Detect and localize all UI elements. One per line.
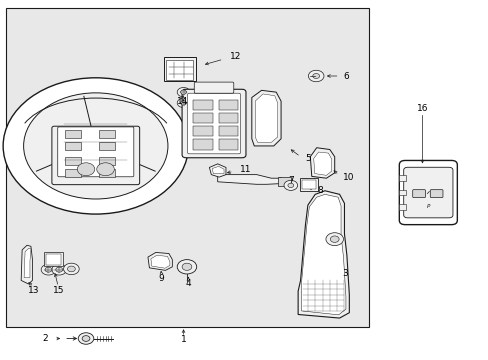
FancyBboxPatch shape <box>412 190 425 198</box>
Circle shape <box>23 93 167 199</box>
Circle shape <box>67 266 75 272</box>
FancyBboxPatch shape <box>403 167 452 218</box>
Circle shape <box>3 78 188 214</box>
Bar <box>399 190 406 195</box>
Bar <box>45 254 61 265</box>
Polygon shape <box>313 152 331 175</box>
Circle shape <box>182 263 191 270</box>
Bar <box>99 157 115 165</box>
Polygon shape <box>251 90 281 146</box>
Circle shape <box>41 264 56 275</box>
Polygon shape <box>298 191 348 318</box>
Bar <box>277 177 291 186</box>
Circle shape <box>63 263 79 275</box>
Circle shape <box>180 90 186 94</box>
Circle shape <box>308 70 324 82</box>
FancyBboxPatch shape <box>429 190 442 198</box>
Polygon shape <box>301 194 345 315</box>
Bar <box>218 100 238 110</box>
Bar <box>193 100 212 110</box>
Bar <box>43 252 63 266</box>
Polygon shape <box>151 255 169 268</box>
Bar <box>218 139 238 149</box>
Circle shape <box>56 267 62 272</box>
Text: 13: 13 <box>28 286 40 295</box>
Text: 14: 14 <box>177 97 188 106</box>
FancyBboxPatch shape <box>194 82 233 93</box>
Circle shape <box>78 333 94 344</box>
Circle shape <box>97 163 114 176</box>
Bar <box>65 169 81 177</box>
Circle shape <box>82 336 90 341</box>
Text: 6: 6 <box>343 72 348 81</box>
Text: 2: 2 <box>42 334 47 343</box>
Polygon shape <box>24 248 31 278</box>
Circle shape <box>312 73 319 78</box>
FancyBboxPatch shape <box>163 57 195 81</box>
Polygon shape <box>209 164 225 177</box>
FancyBboxPatch shape <box>399 161 456 225</box>
Text: 15: 15 <box>52 286 64 295</box>
Circle shape <box>177 260 196 274</box>
Circle shape <box>330 236 338 242</box>
Polygon shape <box>21 245 32 284</box>
Bar <box>301 180 316 189</box>
Polygon shape <box>255 94 277 142</box>
Circle shape <box>325 233 343 246</box>
Bar <box>299 178 318 191</box>
Text: 7: 7 <box>288 176 294 185</box>
Text: 8: 8 <box>317 185 322 194</box>
Text: 10: 10 <box>342 173 354 182</box>
Circle shape <box>284 180 297 190</box>
Bar <box>166 60 193 80</box>
Text: 1: 1 <box>180 335 186 344</box>
Bar <box>5 8 368 327</box>
FancyBboxPatch shape <box>182 89 245 158</box>
Circle shape <box>200 86 205 91</box>
Bar <box>193 139 212 149</box>
Text: 11: 11 <box>239 165 251 174</box>
FancyBboxPatch shape <box>187 93 240 154</box>
Bar <box>218 113 238 123</box>
Bar <box>193 113 212 123</box>
Polygon shape <box>310 148 334 178</box>
Circle shape <box>180 101 186 105</box>
Bar <box>65 142 81 150</box>
Bar <box>99 169 115 177</box>
Text: P: P <box>426 204 429 210</box>
Bar <box>99 142 115 150</box>
Circle shape <box>52 264 66 275</box>
Polygon shape <box>217 175 281 184</box>
Text: 16: 16 <box>416 104 427 113</box>
Bar <box>65 130 81 138</box>
Circle shape <box>196 84 209 93</box>
Circle shape <box>177 98 189 108</box>
Polygon shape <box>148 252 172 270</box>
Text: 5: 5 <box>305 154 310 163</box>
FancyBboxPatch shape <box>58 127 134 177</box>
Text: 12: 12 <box>229 52 241 61</box>
Circle shape <box>77 163 95 176</box>
Bar <box>193 126 212 136</box>
Bar <box>65 157 81 165</box>
FancyBboxPatch shape <box>52 126 140 185</box>
Text: 9: 9 <box>159 274 164 283</box>
Bar <box>399 175 406 181</box>
Circle shape <box>287 183 293 188</box>
Text: 4: 4 <box>185 279 191 288</box>
Circle shape <box>177 87 189 97</box>
Circle shape <box>45 267 52 272</box>
Bar <box>99 130 115 138</box>
Polygon shape <box>212 166 224 174</box>
Text: 3: 3 <box>341 269 347 278</box>
Bar <box>399 204 406 210</box>
Bar <box>218 126 238 136</box>
